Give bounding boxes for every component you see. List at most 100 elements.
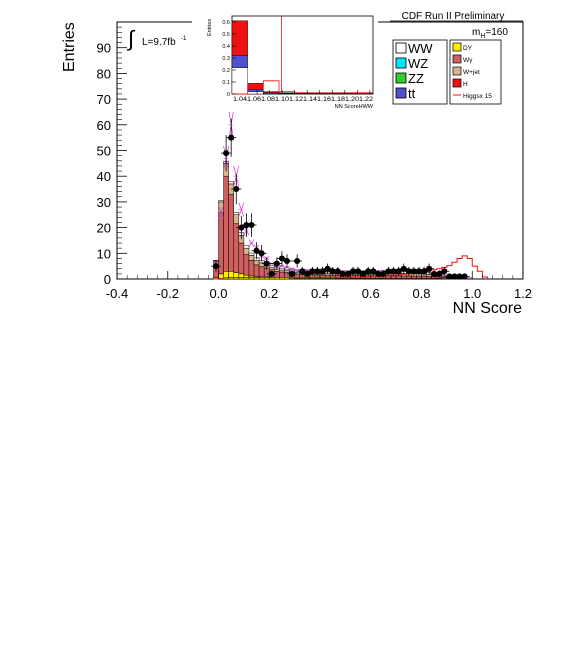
y-tick-label-50: 50 — [97, 144, 111, 159]
data-point-41 — [426, 265, 433, 272]
y-tick-label-90: 90 — [97, 41, 111, 56]
y-tick-label-70: 70 — [97, 92, 111, 107]
data-points-layer — [210, 118, 470, 280]
x-tick-label-0-6: 0.6 — [362, 286, 380, 301]
data-point-48 — [461, 273, 468, 280]
y-tick-label-0: 0 — [104, 272, 111, 287]
legend-right-entries: DY Wγ W+jet H Higgsx 15 — [452, 42, 492, 100]
x-tick-label-1-2: 1.2 — [514, 286, 532, 301]
inset-x-tick-labels: 1.041.061.081.101.121.141.161.181.201.22 — [233, 97, 374, 103]
bar-w-42 — [426, 276, 432, 279]
y-tick-label-40: 40 — [97, 169, 111, 184]
data-point-22 — [329, 268, 336, 275]
inset-bar-ww-1 — [247, 91, 264, 95]
bar-ww-11 — [269, 265, 275, 268]
luminosity-exponent: -1 — [181, 36, 187, 42]
data-point-26 — [349, 268, 356, 275]
data-point-8 — [258, 250, 265, 257]
data-point-46 — [451, 273, 458, 280]
bar-w-jet-13 — [279, 269, 285, 273]
legend-label-higgsx-15: Higgsx 15 — [463, 93, 492, 100]
inset-y-tick-label-0-1: 0.1 — [222, 80, 230, 86]
bar-w-1 — [218, 211, 224, 275]
inset-bar-tt-1 — [247, 88, 264, 92]
legend-swatch-ww — [395, 42, 407, 54]
legend-swatch-h — [452, 78, 462, 88]
data-point-36 — [400, 265, 407, 272]
main-stack-layer — [213, 161, 473, 280]
data-point-4 — [238, 224, 245, 231]
data-point-40 — [421, 268, 428, 275]
bar-w-3 — [228, 193, 234, 272]
mass-label-sub: H — [480, 33, 485, 40]
bar-w-5 — [238, 242, 245, 275]
data-point-11 — [273, 260, 280, 267]
data-point-17 — [304, 270, 311, 277]
data-point-33 — [385, 268, 392, 275]
bar-dy-5 — [238, 273, 245, 280]
data-point-39 — [415, 268, 422, 275]
data-point-45 — [446, 273, 453, 280]
bar-w-jet-11 — [269, 266, 275, 270]
data-point-43 — [436, 270, 443, 277]
main-axes-layer: 0 10 20 30 40 50 60 70 80 90 -0.4 -0.2 0.0 0.2 0.4 0.6 0… — [97, 26, 532, 301]
inset-y-tick-label-0: 0 — [227, 92, 230, 98]
inset-signal-layer — [232, 16, 373, 95]
y-tick-label-80: 80 — [97, 66, 111, 81]
bar-w-41 — [421, 275, 427, 279]
data-point-27 — [355, 268, 362, 275]
inset-bar-h-2 — [263, 91, 280, 93]
data-point-21 — [324, 265, 331, 272]
data-point-29 — [365, 268, 372, 275]
bar-ww-4 — [233, 211, 240, 215]
data-point-6 — [248, 222, 255, 229]
x-tick-label-0-4: 0.4 — [311, 286, 329, 301]
inset-stack-layer — [231, 20, 374, 95]
y-axis-label: Entries — [61, 22, 78, 72]
inset-signal-line — [232, 80, 373, 95]
legend-swatch-w-jet — [452, 66, 462, 76]
data-point-44 — [441, 268, 448, 275]
data-point-5 — [243, 222, 250, 229]
y-tick-label-60: 60 — [97, 118, 111, 133]
data-point-1 — [223, 150, 230, 157]
data-point-35 — [395, 268, 402, 275]
data-point-0 — [212, 263, 219, 270]
bar-w-8 — [253, 264, 260, 277]
bar-w-4 — [233, 223, 240, 273]
bar-w-6 — [243, 254, 250, 276]
data-point-19 — [314, 268, 321, 275]
bar-w-24 — [334, 275, 341, 279]
legend-label-wz: WZ — [408, 56, 428, 71]
x-tick-label-0-2: -0.2 — [157, 286, 179, 301]
data-point-7 — [253, 247, 260, 254]
data-point-32 — [380, 270, 387, 277]
data-point-16 — [299, 268, 306, 275]
bar-ww-3 — [228, 181, 234, 185]
bar-w-34 — [385, 275, 392, 279]
data-point-2 — [228, 134, 235, 141]
data-point-28 — [360, 270, 367, 277]
bar-ww-6 — [243, 245, 250, 249]
inset-x-axis-label: NN ScoreHWW — [335, 104, 374, 110]
bar-w-jet-4 — [233, 214, 240, 224]
inset-y-axis-label: Entries — [207, 19, 213, 36]
mass-label: mH=160 — [472, 27, 508, 40]
bar-w-36 — [395, 275, 402, 279]
bar-w-7 — [248, 260, 255, 277]
legend-label-zz: ZZ — [408, 71, 424, 86]
bar-w-37 — [400, 275, 407, 279]
data-point-12 — [278, 255, 285, 262]
legend-swatch-zz — [395, 72, 407, 84]
bar-w-jet-8 — [253, 259, 260, 266]
inset-y-tick-label-0-2: 0.2 — [222, 68, 230, 74]
bar-w-40 — [416, 275, 422, 279]
bar-ww-14 — [284, 268, 290, 272]
legend-swatch-dy — [452, 42, 462, 52]
legend-label-tt: tt — [408, 86, 416, 101]
mass-label-value: =160 — [485, 27, 508, 38]
bar-w-12 — [274, 271, 280, 278]
y-tick-label-10: 10 — [97, 246, 111, 261]
x-axis-label: NN Score — [453, 300, 522, 317]
data-point-30 — [370, 268, 377, 275]
